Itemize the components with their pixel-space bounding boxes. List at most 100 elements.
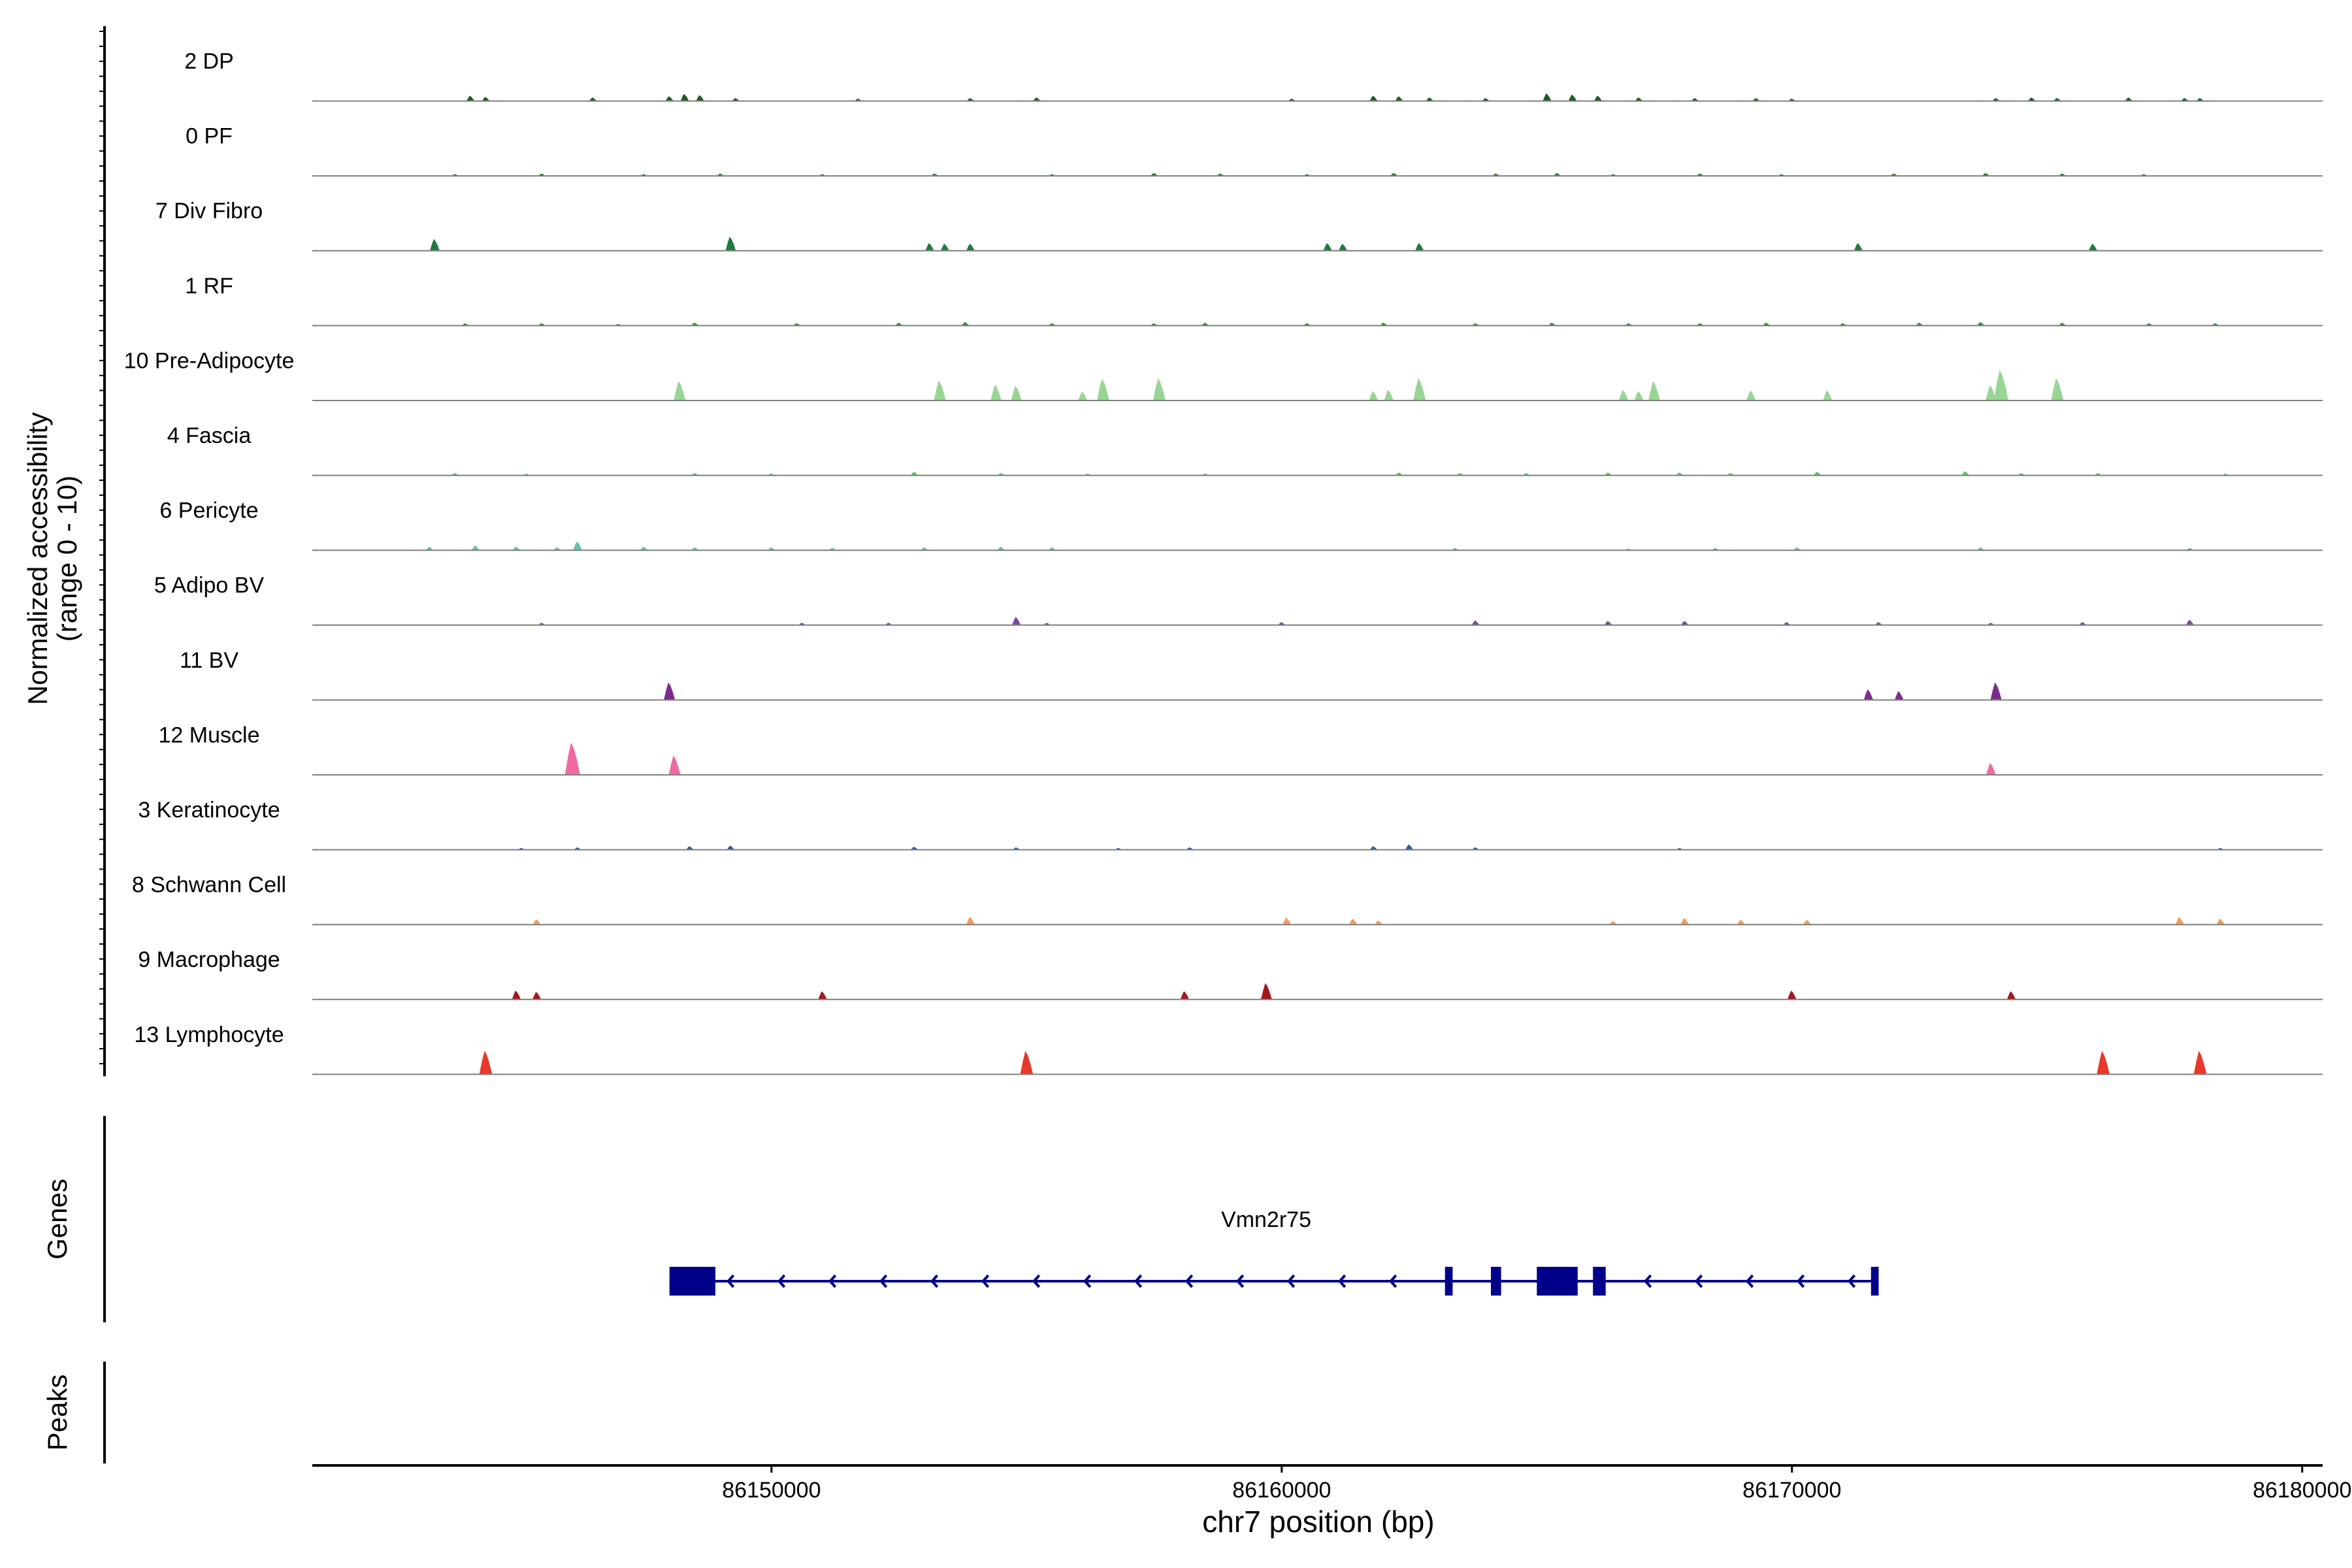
accessibility-peak	[640, 546, 648, 551]
accessibility-peak	[1395, 96, 1403, 101]
strand-arrow	[981, 1274, 990, 1288]
track-label: 2 DP	[184, 49, 234, 74]
accessibility-peak	[2216, 919, 2225, 925]
accessibility-peak	[691, 547, 699, 551]
strand-arrow	[1848, 1274, 1856, 1288]
accessibility-peak	[1676, 472, 1684, 476]
accessibility-peak	[2006, 991, 2016, 1000]
track-9: 12 Muscle	[159, 723, 2323, 776]
accessibility-peak	[1278, 622, 1286, 625]
accessibility-peak	[691, 322, 699, 326]
track-8: 11 BV	[180, 648, 2323, 701]
strand-arrow	[1644, 1274, 1652, 1288]
accessibility-peak	[1609, 921, 1618, 925]
accessibility-peak	[573, 541, 582, 551]
gene-exon	[1445, 1267, 1453, 1296]
accessibility-peak	[1369, 846, 1378, 850]
accessibility-peak	[1992, 98, 2000, 101]
accessibility-peak	[674, 381, 686, 400]
accessibility-peak	[1339, 244, 1347, 251]
accessibility-peak	[1349, 919, 1358, 925]
track-label: 6 Pericyte	[159, 498, 258, 523]
accessibility-peak	[1375, 920, 1383, 925]
accessibility-peak	[1783, 622, 1791, 625]
accessibility-peak	[966, 244, 975, 251]
accessibility-peak	[1634, 391, 1644, 400]
accessibility-peak	[1012, 617, 1021, 625]
accessibility-peak	[512, 546, 521, 551]
accessibility-peak	[686, 846, 694, 850]
accessibility-peak	[1788, 990, 1797, 1000]
track-7: 5 Adipo BV	[154, 573, 2323, 626]
accessibility-peak	[471, 546, 480, 551]
accessibility-peak	[2053, 98, 2061, 101]
accessibility-peak	[664, 682, 676, 700]
accessibility-peak	[895, 322, 903, 326]
accessibility-peak	[2028, 97, 2036, 101]
accessibility-peak	[2125, 97, 2132, 101]
accessibility-peak	[1011, 385, 1022, 400]
peaks-axis-label: Peaks	[42, 1375, 73, 1451]
accessibility-peak	[1985, 385, 1997, 400]
track-10: 3 Keratinocyte	[138, 798, 2323, 851]
track-label: 5 Adipo BV	[154, 573, 265, 598]
accessibility-peak	[910, 847, 919, 850]
accessibility-peak	[2193, 1051, 2207, 1075]
strand-arrow	[828, 1274, 837, 1288]
track-12: 9 Macrophage	[138, 947, 2323, 1000]
accessibility-peak	[1763, 322, 1771, 326]
track-label: 13 Lymphocyte	[134, 1022, 284, 1047]
track-label: 12 Muscle	[159, 723, 260, 747]
accessibility-peak	[725, 237, 736, 251]
accessibility-peak	[1078, 391, 1088, 400]
accessibility-peak	[1384, 389, 1394, 400]
track-11: 8 Schwann Cell	[132, 873, 2323, 926]
y-axis-label: Normalized accessibility	[22, 412, 53, 705]
accessibility-peak	[1426, 97, 1433, 101]
accessibility-peak	[696, 95, 704, 101]
accessibility-peak	[1680, 918, 1690, 925]
accessibility-peak	[589, 97, 597, 101]
strand-arrow	[1746, 1274, 1754, 1288]
x-tick-label: 86150000	[722, 1478, 821, 1503]
accessibility-peak	[1369, 391, 1379, 400]
strand-arrow	[777, 1274, 786, 1288]
accessibility-peak	[430, 238, 440, 251]
accessibility-peak	[727, 845, 735, 850]
accessibility-peak	[2079, 622, 2087, 625]
accessibility-peak	[997, 546, 1005, 551]
accessibility-peak	[1863, 689, 1874, 700]
accessibility-peak	[1977, 547, 1985, 551]
accessibility-peak	[818, 991, 827, 1000]
track-13: 13 Lymphocyte	[134, 1022, 2323, 1075]
accessibility-peak	[1568, 94, 1577, 101]
accessibility-peak	[1993, 370, 2009, 400]
x-axis-title: chr7 position (bp)	[1202, 1505, 1434, 1539]
genes-track	[669, 1267, 1879, 1296]
accessibility-peak	[1618, 389, 1629, 400]
accessibility-peak	[512, 990, 521, 1000]
accessibility-peak	[1369, 95, 1378, 101]
accessibility-peak	[1261, 983, 1272, 1000]
accessibility-peak	[1594, 95, 1603, 101]
accessibility-peak	[966, 98, 974, 101]
accessibility-peak	[2197, 98, 2204, 101]
accessibility-peak	[2089, 244, 2097, 251]
accessibility-peak	[1201, 322, 1209, 326]
accessibility-peak	[1990, 682, 2002, 700]
strand-arrow	[1287, 1274, 1296, 1288]
accessibility-peak	[1691, 98, 1699, 101]
accessibility-peak	[1395, 472, 1403, 476]
accessibility-peak	[665, 96, 674, 101]
strand-arrow	[1797, 1274, 1805, 1288]
accessibility-peak	[1648, 381, 1660, 400]
accessibility-peak	[1151, 172, 1158, 176]
accessibility-peak	[1413, 378, 1426, 400]
accessibility-peak	[732, 98, 740, 101]
accessibility-peak	[1554, 172, 1561, 176]
strand-arrow	[1389, 1274, 1397, 1288]
accessibility-peak	[1977, 322, 1985, 326]
strand-arrow	[727, 1274, 735, 1288]
gene-exon	[1870, 1267, 1879, 1296]
track-6: 6 Pericyte	[159, 498, 2323, 551]
